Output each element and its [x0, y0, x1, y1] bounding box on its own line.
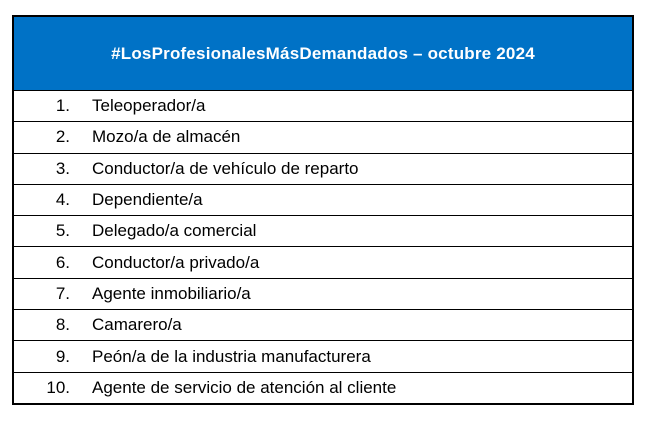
row-number: 2. [55, 127, 70, 147]
table-row: 4. Dependiente/a [14, 183, 632, 216]
table-row: 3. Conductor/a de vehículo de reparto [14, 152, 632, 184]
row-number: 5. [55, 221, 70, 241]
row-number: 8. [55, 315, 70, 335]
row-label: Dependiente/a [92, 190, 203, 210]
row-label: Peón/a de la industria manufacturera [92, 346, 371, 366]
row-label: Camarero/a [92, 315, 182, 335]
row-label: Teleoperador/a [92, 96, 206, 116]
table-row: 7. Agente inmobiliario/a [14, 277, 632, 310]
row-label: Mozo/a de almacén [92, 127, 241, 147]
table-row: 2. Mozo/a de almacén [14, 121, 632, 153]
table-row: 8. Camarero/a [14, 309, 632, 341]
row-label: Agente inmobiliario/a [92, 283, 251, 303]
table-row: 10. Agente de servicio de atención al cl… [14, 371, 632, 403]
table-row: 9. Peón/a de la industria manufacturera [14, 340, 632, 372]
row-label: Conductor/a privado/a [92, 252, 260, 272]
ranking-table: #LosProfesionalesMásDemandados – octubre… [12, 15, 634, 405]
table-header: #LosProfesionalesMásDemandados – octubre… [14, 17, 632, 90]
row-number: 9. [55, 346, 70, 366]
row-label: Agente de servicio de atención al client… [92, 377, 397, 397]
row-number: 10. [46, 377, 70, 397]
row-label: Delegado/a comercial [92, 221, 257, 241]
row-number: 1. [55, 96, 70, 116]
table-row: 5. Delegado/a comercial [14, 215, 632, 247]
table-row: 6. Conductor/a privado/a [14, 246, 632, 278]
row-number: 4. [55, 190, 70, 210]
row-number: 6. [55, 252, 70, 272]
row-number: 3. [55, 158, 70, 178]
row-number: 7. [55, 283, 70, 303]
row-label: Conductor/a de vehículo de reparto [92, 158, 359, 178]
table-row: 1. Teleoperador/a [14, 90, 632, 122]
table-title: #LosProfesionalesMásDemandados – octubre… [111, 43, 535, 63]
